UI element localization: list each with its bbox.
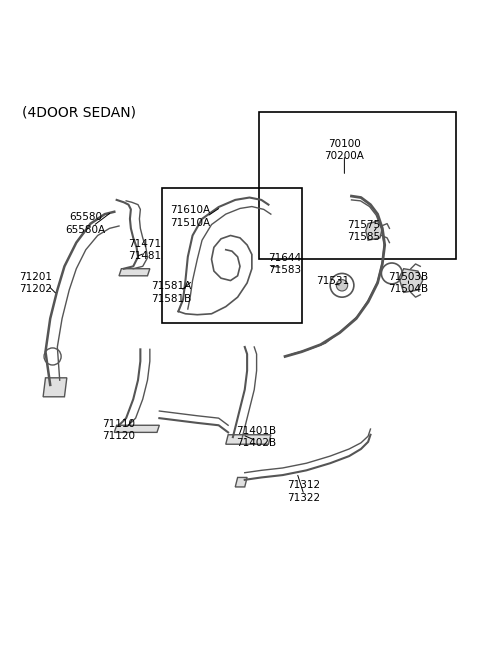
- Text: 71644
71583: 71644 71583: [268, 253, 301, 275]
- Text: 71312
71322: 71312 71322: [288, 480, 321, 503]
- Polygon shape: [235, 478, 247, 487]
- Bar: [162, 188, 301, 323]
- Polygon shape: [43, 378, 67, 397]
- Text: 70100
70200A: 70100 70200A: [324, 139, 364, 161]
- Text: 71575
71585: 71575 71585: [347, 220, 380, 242]
- Text: 71201
71202: 71201 71202: [20, 272, 52, 294]
- Bar: [259, 112, 456, 259]
- Circle shape: [336, 279, 348, 291]
- Text: 71610A
71510A: 71610A 71510A: [170, 205, 210, 228]
- Polygon shape: [114, 425, 159, 432]
- Text: 71401B
71402B: 71401B 71402B: [237, 426, 276, 448]
- Text: 71581A
71581B: 71581A 71581B: [151, 281, 192, 304]
- Text: 65580
65580A: 65580 65580A: [66, 213, 106, 235]
- Text: 71471
71481: 71471 71481: [129, 239, 162, 261]
- Text: (4DOOR SEDAN): (4DOOR SEDAN): [22, 105, 136, 119]
- Text: 71503B
71504B: 71503B 71504B: [388, 272, 429, 294]
- Text: 71531: 71531: [316, 276, 349, 285]
- Polygon shape: [399, 269, 423, 293]
- Polygon shape: [366, 221, 383, 240]
- Polygon shape: [226, 435, 271, 444]
- Text: 71110
71120: 71110 71120: [103, 419, 135, 441]
- Polygon shape: [119, 269, 150, 276]
